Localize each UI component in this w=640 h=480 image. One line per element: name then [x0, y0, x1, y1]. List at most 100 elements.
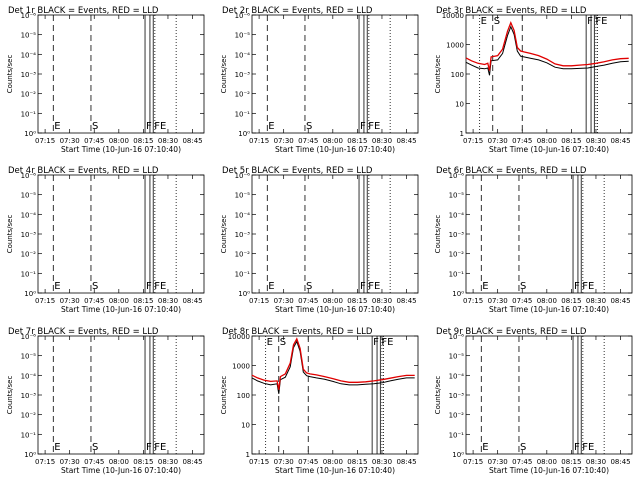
x-axis-label: Start Time (10-Jun-16 07:10:40): [489, 145, 609, 154]
x-tick-label: 08:45: [610, 137, 630, 145]
x-tick-label: 07:45: [298, 458, 318, 466]
y-tick-label: 10⁻⁶: [21, 333, 37, 341]
x-tick-label: 07:15: [35, 297, 55, 305]
x-tick-label: 07:45: [512, 458, 532, 466]
y-tick-label: 1: [246, 451, 250, 459]
event-marker-label: E: [267, 337, 273, 348]
y-tick-label: 10: [241, 422, 250, 430]
y-tick-label: 10⁻⁶: [449, 333, 465, 341]
event-marker-label: S: [520, 281, 526, 292]
plot-frame: [465, 174, 633, 294]
x-tick-label: 07:30: [60, 137, 80, 145]
event-marker-label: E: [482, 442, 488, 453]
event-marker-label: E: [481, 16, 487, 27]
event-marker-label: S: [520, 442, 526, 453]
panel-title: Det 8r BLACK = Events, RED = LLD: [222, 327, 373, 337]
x-tick-label: 07:30: [488, 458, 508, 466]
y-tick-label: 10⁻²: [235, 251, 251, 259]
y-tick-label: 10⁻⁶: [449, 172, 465, 180]
event-marker-label: F: [574, 281, 580, 292]
y-tick-label: 10⁻⁵: [235, 32, 251, 40]
series-events: [251, 340, 415, 394]
y-tick-label: 100: [451, 71, 464, 79]
x-axis-label: Start Time (10-Jun-16 07:10:40): [275, 145, 395, 154]
event-marker-label: S: [494, 16, 500, 27]
y-tick-label: 10⁻¹: [235, 110, 251, 118]
x-tick-label: 07:45: [84, 297, 104, 305]
y-tick-label: 10⁰: [238, 130, 250, 138]
x-axis-label: Start Time (10-Jun-16 07:10:40): [61, 305, 181, 314]
event-marker-label: E: [54, 281, 60, 292]
y-axis-label: Counts/sec: [6, 376, 14, 415]
y-tick-label: 10⁻¹: [21, 270, 37, 278]
y-tick-label: 10⁻³: [21, 231, 37, 239]
event-marker-label: FE: [154, 121, 166, 132]
plot-frame: [251, 335, 419, 455]
x-tick-label: 07:45: [84, 458, 104, 466]
y-tick-label: 10⁰: [24, 451, 36, 459]
event-marker-label: S: [306, 121, 312, 132]
y-tick-label: 10⁻³: [449, 392, 465, 400]
x-tick-label: 08:00: [109, 137, 129, 145]
y-axis-label: Counts/sec: [434, 376, 442, 415]
y-tick-label: 1000: [232, 363, 250, 371]
y-tick-label: 10⁰: [452, 290, 464, 298]
plot-frame: [465, 14, 633, 134]
x-tick-label: 08:15: [347, 297, 367, 305]
x-tick-label: 08:15: [133, 137, 153, 145]
x-tick-label: 08:30: [586, 137, 606, 145]
x-tick-label: 08:30: [372, 297, 392, 305]
plot-frame: [37, 335, 205, 455]
event-marker-label: F: [146, 121, 152, 132]
plot-frame: [37, 14, 205, 134]
y-tick-label: 10⁻⁵: [235, 192, 251, 200]
y-tick-label: 10⁻²: [235, 91, 251, 99]
x-tick-label: 08:15: [561, 458, 581, 466]
panel-title: Det 3r BLACK = Events, RED = LLD: [436, 6, 587, 16]
x-tick-label: 07:15: [463, 458, 483, 466]
event-marker-label: FE: [381, 337, 393, 348]
x-tick-label: 07:15: [249, 137, 269, 145]
y-tick-label: 10⁻⁶: [21, 172, 37, 180]
y-tick-label: 10000: [228, 333, 250, 341]
y-tick-label: 10⁻⁴: [21, 51, 37, 59]
x-tick-label: 07:15: [463, 137, 483, 145]
event-marker-label: F: [587, 16, 593, 27]
x-tick-label: 08:00: [323, 297, 343, 305]
plot-frame: [37, 174, 205, 294]
y-tick-label: 10⁻⁶: [21, 12, 37, 20]
plot-frame: [251, 14, 419, 134]
x-tick-label: 08:30: [372, 137, 392, 145]
detector-panel: Det 7r BLACK = Events, RED = LLD 10⁰ 10⁻¹ 1…: [6, 327, 205, 475]
x-tick-label: 07:45: [512, 137, 532, 145]
y-tick-label: 10⁰: [452, 451, 464, 459]
x-tick-label: 08:30: [158, 137, 178, 145]
x-axis-label: Start Time (10-Jun-16 07:10:40): [61, 466, 181, 475]
plot-frame: [251, 174, 419, 294]
x-tick-label: 07:30: [60, 297, 80, 305]
x-tick-label: 07:45: [512, 297, 532, 305]
x-tick-label: 08:15: [347, 458, 367, 466]
y-tick-label: 10⁻¹: [449, 431, 465, 439]
x-tick-label: 08:30: [158, 458, 178, 466]
event-marker-label: FE: [582, 281, 594, 292]
detector-panel: Det 5r BLACK = Events, RED = LLD 10⁰ 10⁻¹ 1…: [220, 166, 419, 314]
y-axis-label: Counts/sec: [220, 215, 228, 254]
event-marker-label: F: [373, 337, 379, 348]
event-marker-label: FE: [595, 16, 607, 27]
event-marker-label: E: [268, 121, 274, 132]
event-marker-label: FE: [368, 121, 380, 132]
event-marker-label: F: [360, 121, 366, 132]
x-tick-label: 08:15: [347, 137, 367, 145]
x-tick-label: 08:45: [182, 297, 202, 305]
event-marker-label: FE: [368, 281, 380, 292]
y-tick-label: 10⁻⁴: [235, 51, 251, 59]
panel-title: Det 9r BLACK = Events, RED = LLD: [436, 327, 587, 337]
y-axis-label: Counts/sec: [220, 55, 228, 94]
y-tick-label: 10⁰: [238, 290, 250, 298]
x-tick-label: 08:30: [372, 458, 392, 466]
x-axis-label: Start Time (10-Jun-16 07:10:40): [489, 305, 609, 314]
y-tick-label: 10000: [442, 12, 464, 20]
y-tick-label: 10⁻³: [449, 231, 465, 239]
